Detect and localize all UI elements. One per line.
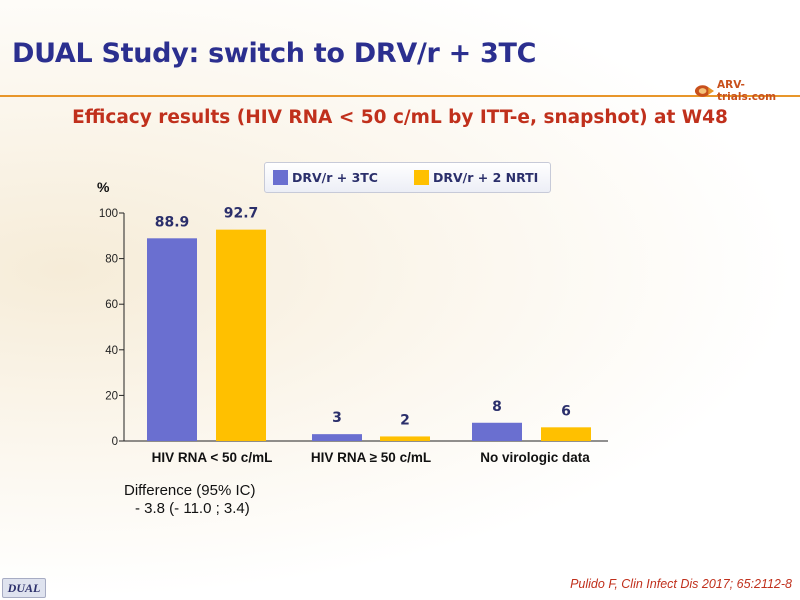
title-divider — [0, 95, 800, 97]
y-tick-label-100: 100 — [99, 208, 118, 220]
bar-drv-2nrti-0 — [216, 229, 266, 441]
chart-legend: DRV/r + 3TC DRV/r + 2 NRTI — [264, 162, 551, 193]
logo-icon — [694, 85, 715, 97]
chart-subtitle: Efficacy results (HIV RNA < 50 c/mL by I… — [72, 107, 728, 128]
study-badge: DUAL — [2, 578, 46, 598]
difference-label: Difference (95% IC) — [124, 482, 256, 499]
y-tick-label-40: 40 — [105, 345, 118, 357]
y-axis-unit-label: % — [97, 179, 110, 195]
category-label-1: HIV RNA ≥ 50 c/mL — [311, 450, 431, 465]
legend-item-drv-2nrti: DRV/r + 2 NRTI — [413, 170, 539, 185]
logo-text: ARV-trials.com — [716, 79, 777, 103]
legend-swatch-drv-2nrti — [413, 170, 429, 185]
data-label-drv-3tc-1: 3 — [332, 410, 342, 426]
difference-annotation: Difference (95% IC) - 3.8 (- 11.0 ; 3.4) — [124, 482, 255, 518]
category-label-2: No virologic data — [480, 450, 590, 465]
bar-drv-3tc-0 — [147, 238, 197, 441]
bar-drv-2nrti-2 — [541, 427, 591, 441]
arv-trials-logo: ARV-trials.com — [694, 79, 800, 103]
bar-drv-2nrti-1 — [380, 436, 430, 441]
y-tick-label-80: 80 — [105, 254, 118, 266]
slide-title: DUAL Study: switch to DRV/r + 3TC — [12, 38, 537, 69]
category-label-0: HIV RNA < 50 c/mL — [152, 450, 273, 465]
data-label-drv-2nrti-0: 92.7 — [224, 206, 259, 222]
y-tick-label-60: 60 — [105, 299, 118, 311]
bar-drv-3tc-1 — [312, 434, 362, 441]
data-label-drv-2nrti-2: 6 — [561, 403, 571, 419]
data-label-drv-2nrti-1: 2 — [400, 412, 410, 428]
reference-citation: Pulido F, Clin Infect Dis 2017; 65:2112-… — [570, 577, 792, 591]
bar-drv-3tc-2 — [472, 422, 522, 441]
legend-swatch-drv-3tc — [273, 170, 288, 185]
legend-label-drv-2nrti: DRV/r + 2 NRTI — [432, 170, 539, 185]
legend-label-drv-3tc: DRV/r + 3TC — [292, 170, 378, 185]
difference-value: - 3.8 (- 11.0 ; 3.4) — [135, 500, 250, 517]
data-label-drv-3tc-2: 8 — [492, 399, 502, 415]
y-tick-label-20: 20 — [105, 390, 118, 402]
legend-item-drv-3tc: DRV/r + 3TC — [273, 170, 378, 185]
data-label-drv-3tc-0: 88.9 — [155, 214, 190, 230]
y-tick-label-0: 0 — [112, 436, 118, 448]
